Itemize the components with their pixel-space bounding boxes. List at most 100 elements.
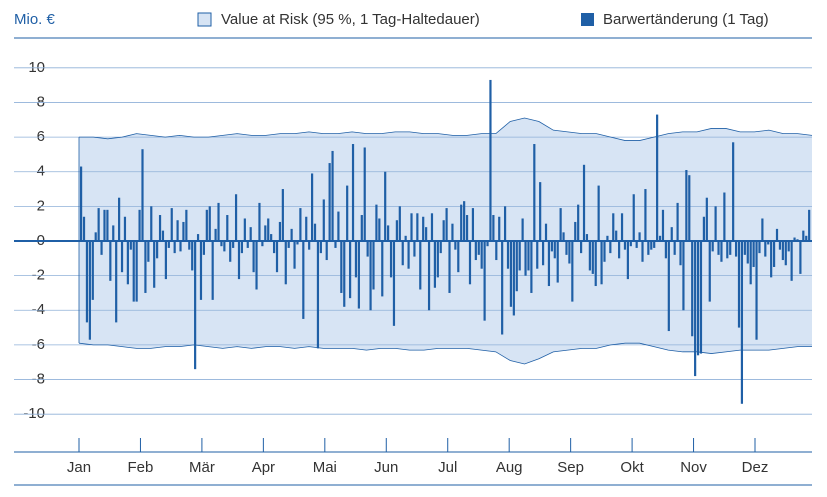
bar — [237, 241, 241, 280]
bar — [512, 241, 515, 316]
bar — [623, 241, 627, 250]
bar — [170, 208, 173, 241]
bar — [790, 241, 793, 281]
bar — [726, 241, 729, 259]
bar — [574, 221, 577, 241]
bar — [527, 241, 530, 271]
bar — [457, 241, 460, 273]
y-tick-label: -6 — [32, 336, 45, 353]
bar — [82, 216, 86, 241]
bar — [714, 206, 717, 241]
bar — [156, 241, 159, 259]
bar — [287, 241, 290, 248]
bar — [205, 209, 208, 241]
bar — [264, 225, 267, 241]
bar — [158, 215, 162, 241]
bar — [401, 241, 404, 266]
bar — [182, 221, 185, 241]
y-tick-label: 8 — [37, 93, 45, 110]
bar — [91, 241, 94, 300]
bar — [670, 227, 673, 241]
bar — [305, 216, 308, 241]
bar — [761, 218, 764, 241]
bar — [530, 241, 533, 293]
bar — [196, 234, 200, 241]
bar — [267, 218, 270, 241]
bar — [144, 241, 147, 293]
bar — [387, 225, 390, 241]
bar — [732, 142, 735, 241]
bar — [641, 241, 644, 262]
bar — [755, 241, 758, 340]
bar — [141, 149, 144, 241]
bar — [331, 150, 334, 241]
bar — [477, 241, 480, 255]
bar — [164, 241, 167, 280]
bar — [419, 241, 422, 290]
bar — [445, 208, 448, 241]
y-tick-label: 6 — [37, 128, 45, 145]
y-tick-label: -10 — [23, 405, 45, 422]
bar — [544, 223, 548, 241]
legend-swatch — [197, 12, 212, 27]
bar — [682, 241, 685, 311]
bar — [694, 241, 697, 377]
bar — [223, 241, 226, 252]
bar — [199, 241, 203, 300]
bar — [310, 173, 314, 241]
bar — [691, 241, 694, 337]
x-tick-label: Aug — [496, 459, 523, 476]
bar — [132, 241, 135, 302]
bar — [498, 216, 501, 241]
bar — [559, 208, 562, 241]
bar — [597, 185, 600, 241]
bar — [229, 241, 232, 262]
bar — [109, 241, 112, 281]
x-tick-label: Jan — [67, 459, 91, 476]
bar — [249, 227, 252, 241]
bar — [509, 241, 513, 307]
bar — [635, 241, 638, 248]
bar — [167, 241, 170, 248]
bar — [325, 241, 328, 261]
bar — [337, 211, 340, 241]
bar — [808, 209, 811, 241]
bar — [799, 241, 802, 274]
bar — [372, 241, 375, 290]
bar — [404, 235, 407, 241]
bar — [638, 232, 641, 241]
bar — [632, 194, 635, 241]
bar — [664, 241, 667, 259]
bar — [346, 185, 349, 241]
bar — [220, 241, 223, 247]
bar — [451, 223, 454, 241]
bar — [100, 241, 103, 255]
y-tick-label: 10 — [28, 59, 45, 76]
bar — [284, 241, 287, 285]
bar — [679, 241, 682, 266]
bar — [258, 202, 261, 241]
bar — [252, 241, 255, 273]
bar — [150, 206, 153, 241]
bar — [688, 175, 691, 241]
bar — [436, 241, 439, 278]
bar — [442, 220, 445, 241]
bar — [381, 241, 384, 297]
bar — [778, 241, 782, 250]
bar — [439, 241, 442, 254]
var-upper — [79, 117, 813, 141]
bar — [308, 241, 311, 250]
bar — [740, 241, 744, 404]
bar — [676, 202, 679, 241]
bar — [805, 235, 808, 241]
bar — [363, 147, 366, 241]
bar — [746, 241, 749, 264]
bar — [606, 235, 609, 241]
bar — [577, 204, 580, 241]
bar — [103, 209, 106, 241]
bar — [316, 241, 320, 349]
y-tick-label: -2 — [32, 267, 45, 284]
bar — [112, 225, 115, 241]
bar — [503, 206, 507, 241]
